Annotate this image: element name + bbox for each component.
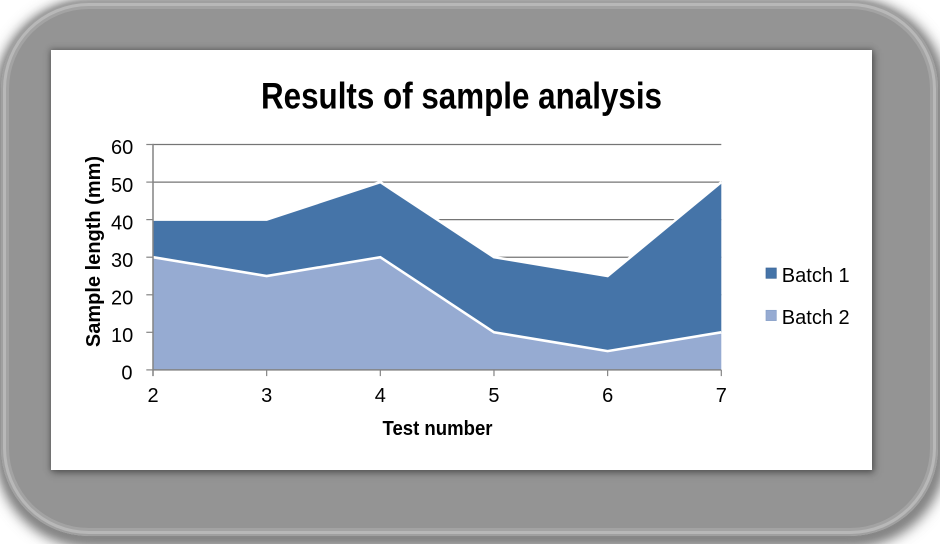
svg-text:60: 60 (111, 137, 133, 159)
svg-text:30: 30 (111, 250, 133, 272)
svg-text:7: 7 (716, 385, 727, 407)
svg-text:Sample length (mm): Sample length (mm) (83, 156, 105, 347)
svg-text:4: 4 (375, 385, 386, 407)
svg-text:3: 3 (261, 385, 272, 407)
svg-text:Batch 1: Batch 1 (782, 265, 850, 287)
svg-text:6: 6 (602, 385, 613, 407)
svg-text:5: 5 (488, 385, 499, 407)
svg-text:20: 20 (111, 288, 133, 310)
svg-text:2: 2 (147, 385, 158, 407)
svg-text:50: 50 (111, 175, 133, 197)
svg-text:10: 10 (111, 325, 133, 347)
svg-text:Test number: Test number (383, 418, 493, 440)
svg-text:Batch 2: Batch 2 (782, 307, 850, 329)
svg-text:0: 0 (121, 363, 132, 385)
svg-text:40: 40 (111, 212, 133, 234)
svg-text:Results of sample analysis: Results of sample analysis (261, 76, 662, 117)
